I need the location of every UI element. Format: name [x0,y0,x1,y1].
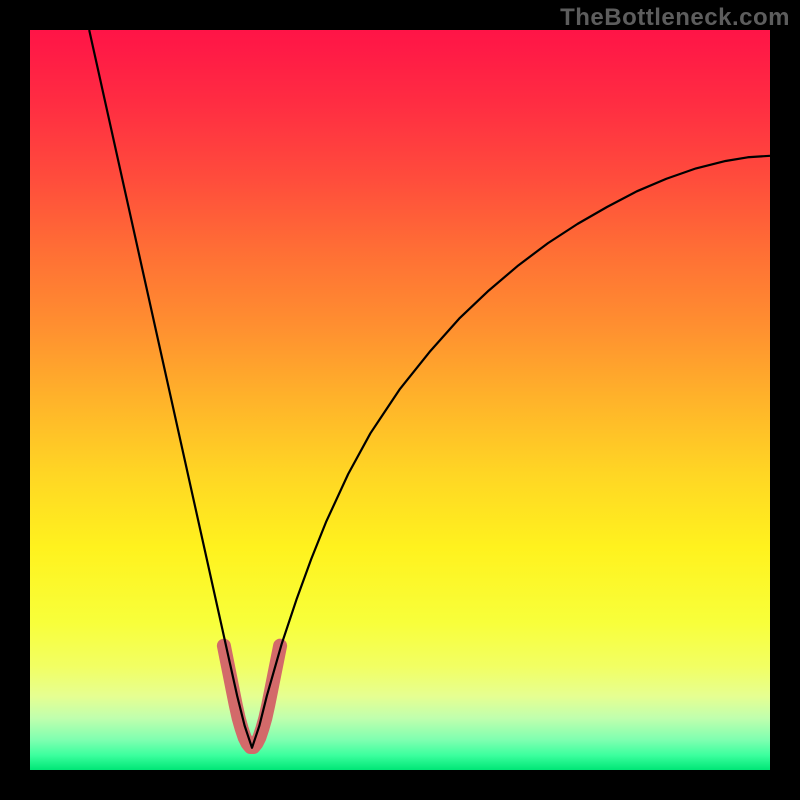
gradient-background [30,30,770,770]
plot-area [30,30,770,770]
bottleneck-curve-chart [30,30,770,770]
watermark-text: TheBottleneck.com [560,4,790,32]
chart-frame: TheBottleneck.com [0,0,800,800]
